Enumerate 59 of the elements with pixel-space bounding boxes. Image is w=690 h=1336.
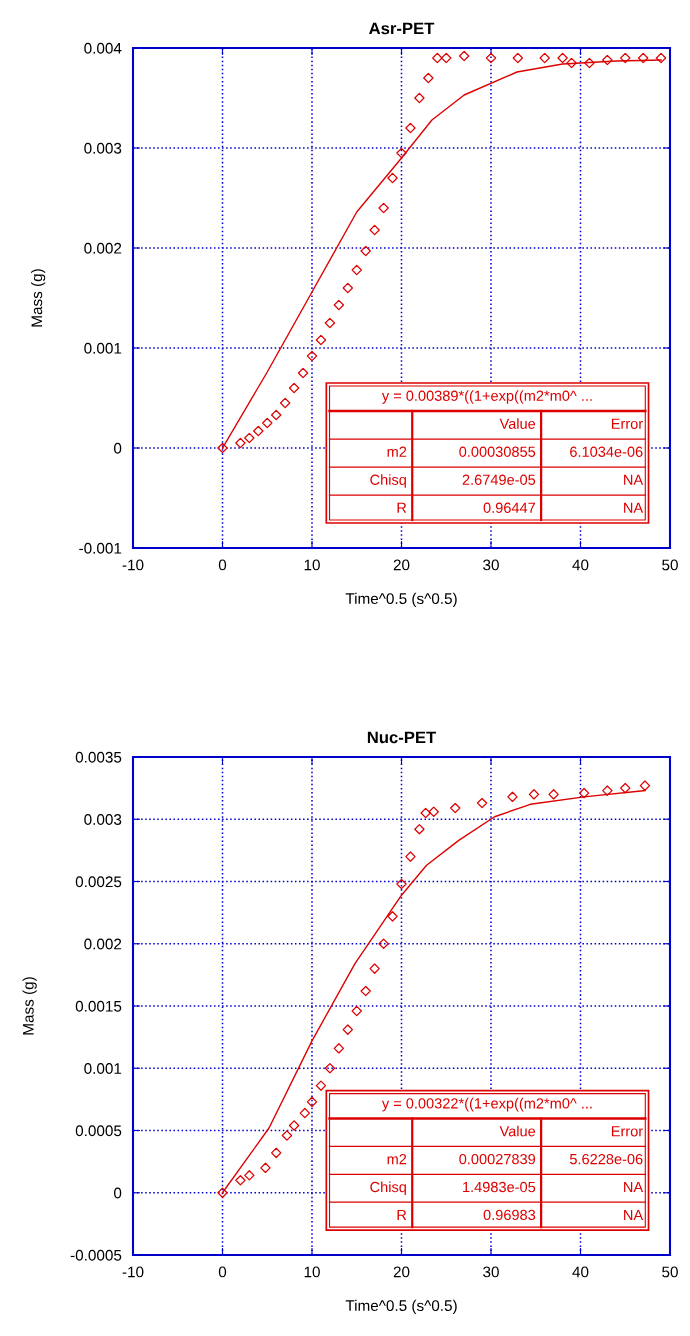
y-tick-label: 0.003 [84, 142, 122, 154]
x-tick-label: 30 [483, 1266, 499, 1278]
chart-title: Asr-PET [369, 22, 435, 35]
y-tick-label: 0.0015 [75, 1000, 122, 1012]
x-tick-label: 40 [572, 559, 589, 571]
annotation: R [397, 1209, 407, 1220]
annotation: y = 0.00389*((1+exp((m2*m0^ ... [381, 390, 592, 404]
annotation: m2 [387, 1153, 407, 1165]
y-tick-label: 0 [113, 442, 122, 454]
annotation: 5.6228e-06 [569, 1153, 643, 1165]
chart-title: Nuc-PET [367, 731, 437, 744]
annotation: Value [499, 418, 536, 429]
x-tick-label: 0 [218, 1266, 227, 1278]
y-tick-label: 0.001 [84, 1063, 122, 1074]
y-tick-label: 0.002 [84, 938, 122, 950]
x-tick-label: 40 [572, 1266, 589, 1278]
y-axis-title: Mass (g) [22, 977, 37, 1035]
y-tick-label: -0.001 [79, 542, 122, 554]
y-tick-label: 0.004 [84, 42, 122, 54]
annotation: NA [624, 1182, 644, 1193]
annotation: 1.4983e-05 [463, 1181, 536, 1193]
x-tick-label: 10 [304, 559, 320, 571]
x-axis-title: Time^0.5 (s^0.5) [345, 592, 457, 608]
x-tick-label: -10 [122, 1266, 144, 1278]
x-tick-label: 30 [483, 559, 499, 571]
annotation: 0.96447 [483, 502, 536, 513]
y-tick-label: 0.003 [84, 814, 122, 825]
annotation: 2.6749e-05 [462, 474, 536, 485]
annotation: 0.96983 [483, 1209, 536, 1221]
x-axis-title: Time^0.5 (s^0.5) [345, 1299, 457, 1315]
y-tick-label: 0 [113, 1187, 122, 1199]
annotation: NA [624, 502, 644, 513]
annotation: Value [499, 1125, 536, 1137]
annotation: y = 0.00322*((1+exp((m2*m0^ ... [381, 1097, 592, 1112]
annotation: NA [624, 474, 644, 485]
annotation: R [397, 502, 407, 513]
y-tick-label: 0.0035 [75, 751, 122, 763]
annotation: m2 [387, 446, 407, 457]
y-axis-title: Mass (g) [31, 269, 46, 327]
annotation: Error [611, 1126, 643, 1137]
y-tick-label: 0.001 [84, 342, 122, 354]
y-tick-label: 0.0025 [75, 876, 122, 888]
x-tick-label: 20 [393, 559, 410, 571]
y-tick-label: -0.0005 [70, 1249, 122, 1261]
x-tick-label: -10 [122, 559, 144, 571]
annotation: 0.00027839 [459, 1153, 536, 1165]
annotation: Chisq [370, 1181, 406, 1196]
x-tick-label: 50 [662, 1266, 678, 1278]
x-tick-label: 20 [393, 1266, 410, 1278]
annotation: NA [624, 1209, 644, 1220]
annotation: 6.1034e-06 [570, 446, 643, 457]
x-tick-label: 10 [304, 1266, 320, 1278]
y-tick-label: 0.002 [84, 242, 122, 254]
x-tick-label: 0 [218, 559, 227, 571]
annotation: 0.00030855 [459, 446, 536, 457]
x-tick-label: 50 [662, 559, 678, 571]
y-tick-label: 0.0005 [75, 1125, 122, 1137]
annotation: Error [611, 418, 643, 429]
annotation: Chisq [370, 474, 406, 488]
